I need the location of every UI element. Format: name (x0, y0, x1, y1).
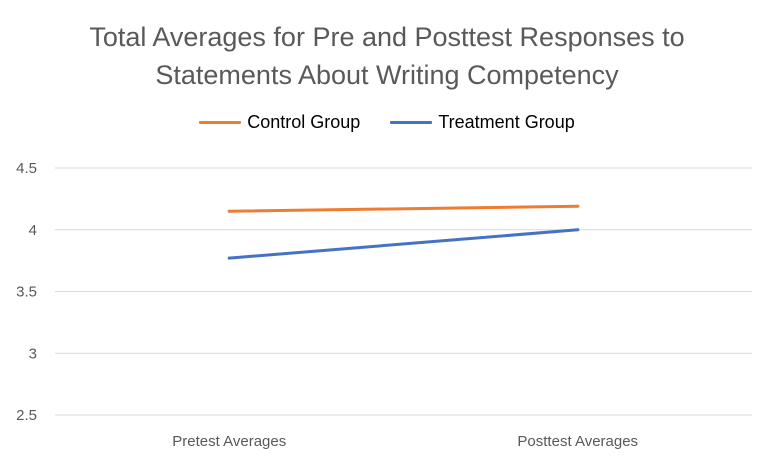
data-point-control-group-0 (227, 209, 231, 213)
y-tick-label-4: 4 (29, 222, 37, 239)
y-tick-label-4-5: 4.5 (16, 160, 37, 177)
legend-item-treatment-group: Treatment Group (390, 112, 575, 133)
series-line-treatment-group (227, 228, 580, 260)
x-tick-label-0: Pretest Averages (172, 433, 286, 450)
data-point-treatment-group-0 (227, 256, 231, 260)
legend-swatch-treatment-group (390, 121, 433, 124)
chart-legend: Control Group Treatment Group (0, 112, 774, 133)
y-tick-label-2-5: 2.5 (16, 407, 37, 424)
data-point-control-group-1 (576, 204, 580, 208)
legend-label-treatment-group: Treatment Group (438, 112, 575, 132)
chart-title-line-1: Total Averages for Pre and Posttest Resp… (89, 22, 685, 52)
x-tick-label-1: Posttest Averages (517, 433, 638, 450)
legend-swatch-control-group (199, 121, 242, 124)
legend-label-control-group: Control Group (247, 112, 361, 132)
y-tick-label-3: 3 (29, 345, 37, 362)
chart-title: Total Averages for Pre and Posttest Resp… (0, 18, 774, 94)
chart-title-line-2: Statements About Writing Competency (155, 60, 619, 90)
series-line-control-group (227, 204, 580, 213)
legend-item-control-group: Control Group (199, 112, 360, 133)
y-tick-label-3-5: 3.5 (16, 284, 37, 301)
data-point-treatment-group-1 (576, 228, 580, 232)
